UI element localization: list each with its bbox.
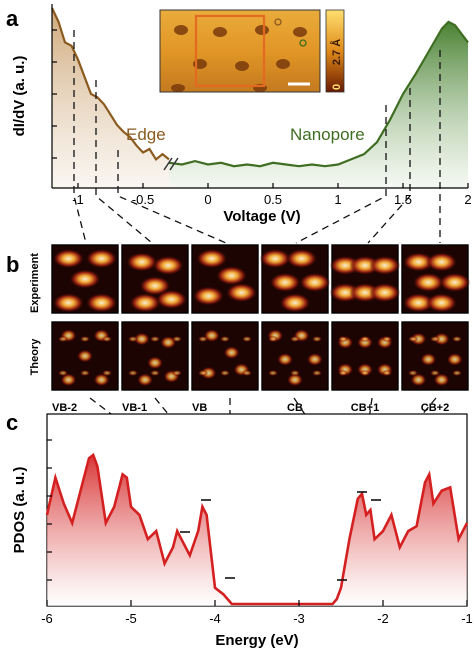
panel-c-x-tick-label: -5 <box>125 611 137 626</box>
theory-map-2 <box>121 321 189 391</box>
edge-curve-fill <box>52 8 169 188</box>
panel-a-x-tick-label: 0 <box>204 192 211 207</box>
colorbar-min-label: 0 <box>331 84 343 90</box>
panel-c-x-axis-label: Energy (eV) <box>215 632 298 649</box>
panel-a: a -1 -0.5 0 0.5 1 1.5 2 Voltage (V) dI/dV (a. … <box>6 4 472 225</box>
nanopore-tip-marker <box>299 39 307 47</box>
stm-inset: 2.7 Å 0 <box>159 9 345 93</box>
state-label-3: VB <box>192 402 207 414</box>
panel-c-x-tick-label: -2 <box>377 611 389 626</box>
experiment-map-2 <box>121 244 189 314</box>
state-label-6: CB+2 <box>421 402 449 414</box>
panel-b-letter: b <box>6 252 19 277</box>
nanopore-curve-fill <box>169 21 468 188</box>
row-label-experiment: Experiment <box>29 253 41 313</box>
panel-c: c -6 -5 -4 -3 -2 -1 Energy (eV) PDOS (a. u.) <box>6 410 473 649</box>
panel-c-letter: c <box>6 410 18 435</box>
panel-c-x-tick-label: -3 <box>293 611 305 626</box>
experiment-map-1 <box>51 244 119 314</box>
state-label-4: CB <box>287 402 303 414</box>
panel-a-x-axis-label: Voltage (V) <box>223 208 300 225</box>
panel-a-x-tick-label: 2 <box>464 192 471 207</box>
panel-a-y-axis-label: dI/dV (a. u.) <box>11 56 28 137</box>
panel-a-x-tick-label: 1.5 <box>394 192 412 207</box>
panel-c-y-axis-label: PDOS (a. u.) <box>11 467 28 554</box>
panel-c-x-tick-label: -6 <box>41 611 53 626</box>
axis-break-mark <box>163 157 179 171</box>
pdos-line <box>45 452 469 606</box>
panel-a-x-tick-label: -1 <box>72 192 84 207</box>
state-label-1: VB-2 <box>52 402 77 414</box>
inset-selection-box <box>194 14 266 88</box>
nanopore-curve <box>168 20 469 168</box>
panel-a-x-tick-label: 0.5 <box>264 192 282 207</box>
panel-a-b-connectors <box>73 30 441 244</box>
colorbar-max-label: 2.7 Å <box>330 39 343 65</box>
inset-colorbar <box>325 9 345 93</box>
edge-label: Edge <box>126 125 166 144</box>
panel-a-x-tick-label: 1 <box>334 192 341 207</box>
panel-c-x-tick-label: -1 <box>461 611 473 626</box>
edge-tip-marker <box>274 18 282 26</box>
theory-map-4 <box>261 321 329 391</box>
experiment-map-5 <box>329 244 401 314</box>
edge-curve <box>51 7 170 162</box>
row-label-theory: Theory <box>29 338 41 376</box>
nanopore-label: Nanopore <box>290 125 365 144</box>
panel-c-x-tick-label: -4 <box>209 611 221 626</box>
experiment-map-4 <box>259 244 331 314</box>
state-label-5: CB+1 <box>351 402 379 414</box>
panel-b: b Experiment Theory VB-2 VB-1 VB CB CB+1 CB+2 <box>6 244 471 414</box>
theory-map-6 <box>401 321 469 391</box>
theory-map-5 <box>331 321 399 391</box>
experiment-map-6 <box>401 244 471 314</box>
pdos-fill <box>47 455 467 606</box>
theory-map-1 <box>51 321 119 391</box>
state-markers <box>180 491 381 581</box>
panel-a-letter: a <box>6 6 19 31</box>
panel-a-x-tick-label: -0.5 <box>132 192 154 207</box>
theory-map-3 <box>191 321 259 391</box>
experiment-map-3 <box>191 244 259 314</box>
state-label-2: VB-1 <box>122 402 147 414</box>
